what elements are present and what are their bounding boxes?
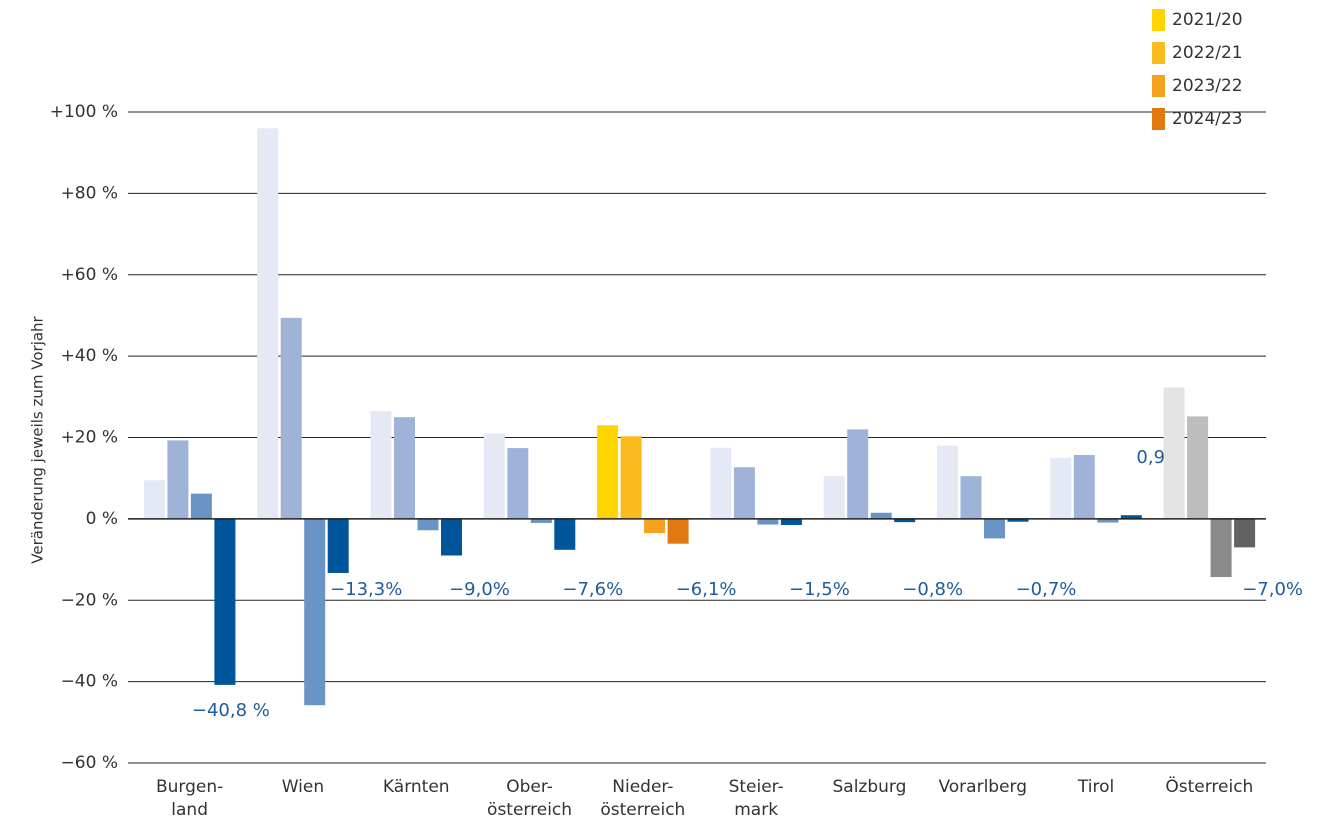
bar — [597, 425, 619, 519]
value-label: −0,8% — [902, 579, 963, 600]
x-tick-label: Burgen-land — [156, 777, 223, 820]
bar — [710, 447, 732, 519]
bar — [733, 467, 755, 519]
bar — [214, 518, 236, 685]
bar — [143, 480, 165, 519]
bar — [280, 317, 302, 519]
bar — [507, 448, 529, 519]
bar — [554, 518, 576, 550]
bar — [1234, 518, 1256, 548]
bar — [894, 518, 916, 523]
bar — [620, 436, 642, 519]
legend-label: 2021/20 — [1172, 10, 1243, 30]
legend-swatch — [1152, 75, 1165, 97]
x-tick-label: Ober-österreich — [487, 777, 572, 820]
y-tick-label: +80 % — [61, 183, 118, 203]
x-tick-label: Steier-mark — [729, 777, 784, 820]
bar — [1097, 518, 1119, 523]
bar — [530, 518, 552, 523]
bar — [327, 518, 349, 573]
y-tick-label: +40 % — [61, 346, 118, 366]
y-tick-label: +100 % — [50, 102, 118, 122]
bar — [870, 512, 892, 519]
bar — [847, 429, 869, 519]
bar — [167, 440, 189, 519]
bar — [304, 518, 326, 706]
bar — [417, 518, 439, 531]
value-label: −1,5% — [789, 579, 850, 600]
value-label: −9,0% — [449, 579, 510, 600]
bar — [984, 518, 1005, 539]
bar — [1120, 515, 1142, 519]
value-label: −7,0% — [1242, 579, 1303, 600]
y-tick-label: +20 % — [61, 428, 118, 448]
x-tick-label: Salzburg — [832, 777, 906, 797]
y-tick-label: +60 % — [61, 265, 118, 285]
bar — [823, 476, 845, 519]
bar — [1073, 454, 1095, 519]
bar — [1050, 457, 1072, 519]
value-label: −6,1% — [676, 579, 737, 600]
bar — [441, 518, 462, 556]
legend-swatch — [1152, 42, 1165, 64]
y-axis-label: Veränderung jeweils zum Vorjahr — [29, 315, 47, 563]
value-label: −7,6% — [562, 579, 623, 600]
y-tick-label: 0 % — [86, 509, 118, 529]
x-tick-label: Kärnten — [383, 777, 450, 797]
bar — [1187, 416, 1209, 519]
bar — [937, 445, 958, 519]
bar — [667, 518, 689, 544]
bar — [370, 411, 392, 519]
bar — [757, 518, 779, 525]
bar — [1163, 387, 1185, 519]
value-label: −0,7% — [1016, 579, 1077, 600]
legend-label: 2024/23 — [1172, 109, 1243, 129]
x-tick-label: Österreich — [1165, 775, 1253, 797]
x-tick-label: Wien — [282, 777, 324, 797]
bar — [780, 518, 802, 525]
bar — [960, 476, 982, 519]
legend-label: 2022/21 — [1172, 43, 1243, 63]
bar — [257, 128, 279, 519]
legend-swatch — [1152, 9, 1165, 31]
y-tick-label: −60 % — [61, 753, 118, 773]
bar — [644, 518, 666, 534]
value-label: −40,8 % — [192, 700, 270, 721]
x-tick-label: Nieder-österreich — [600, 777, 685, 820]
bar — [1210, 518, 1232, 578]
bar — [483, 433, 505, 519]
legend-label: 2023/22 — [1172, 76, 1243, 96]
x-tick-label: Vorarlberg — [938, 777, 1027, 797]
y-tick-label: −40 % — [61, 672, 118, 692]
x-tick-label: Tirol — [1077, 777, 1114, 797]
y-tick-label: −20 % — [61, 590, 118, 610]
bar — [190, 493, 212, 519]
value-label: −13,3% — [330, 579, 402, 600]
bar — [1007, 518, 1029, 522]
legend-swatch — [1152, 108, 1165, 130]
bar — [394, 417, 415, 519]
